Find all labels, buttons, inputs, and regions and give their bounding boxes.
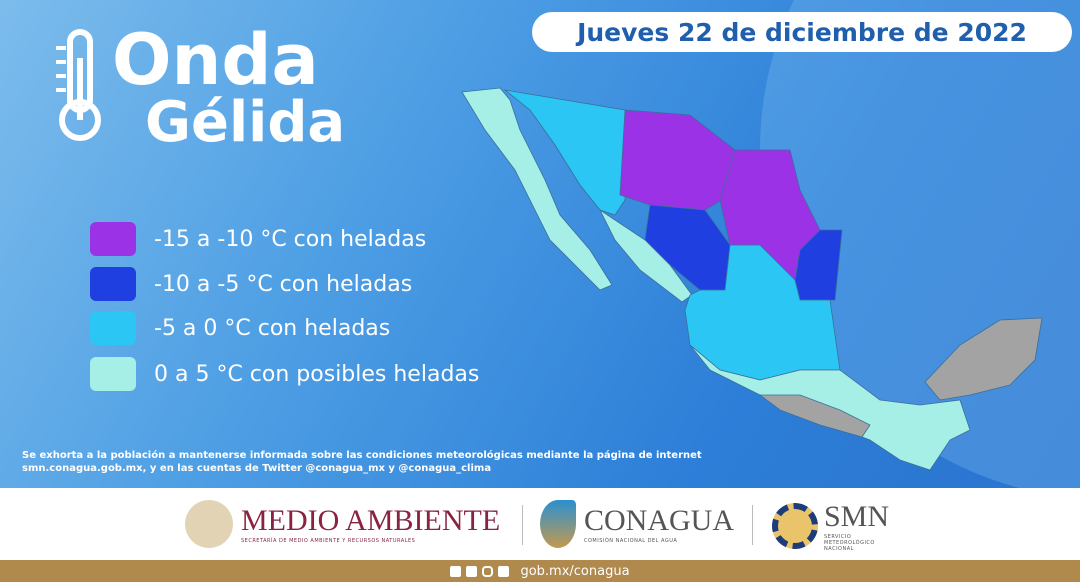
- region-baja: [461, 87, 613, 291]
- advisory-note: Se exhorta a la población a mantenerse i…: [22, 450, 702, 474]
- infographic: Jueves 22 de diciembre de 2022 Onda Géli…: [0, 0, 1080, 488]
- facebook-icon[interactable]: [450, 565, 462, 577]
- medio-ambiente-subtitle: SECRETARÍA DE MEDIO AMBIENTE Y RECURSOS …: [241, 538, 416, 544]
- mexico-map: [461, 87, 1043, 471]
- legend-item: 0 a 5 °C con posibles heladas: [90, 357, 479, 391]
- legend-swatch: [90, 357, 136, 391]
- divider: [752, 505, 753, 545]
- date-pill: Jueves 22 de diciembre de 2022: [532, 12, 1072, 52]
- medio-ambiente-text: MEDIO AMBIENTE: [241, 504, 501, 537]
- legend-label: -10 a -5 °C con heladas: [154, 271, 413, 297]
- twitter-icon[interactable]: [466, 565, 478, 577]
- smn-text: SMN: [824, 500, 890, 533]
- smn-subtitle: SERVICIO METEOROLÓGICO NACIONAL: [824, 534, 875, 552]
- smn-emblem-icon: [772, 503, 818, 549]
- legend-item: -15 a -10 °C con heladas: [90, 222, 426, 256]
- title-onda: Onda: [112, 19, 319, 101]
- conagua-text: CONAGUA: [584, 504, 734, 537]
- legend-label: -15 a -10 °C con heladas: [154, 226, 427, 252]
- youtube-icon[interactable]: [498, 565, 510, 577]
- thermometer-icon: [56, 29, 101, 141]
- instagram-icon[interactable]: [482, 565, 494, 577]
- website-link[interactable]: gob.mx/conagua: [520, 563, 630, 579]
- coat-of-arms-icon: [185, 500, 233, 548]
- region-sinaloa: [598, 208, 693, 303]
- divider: [522, 505, 523, 545]
- region-guerrero-oaxaca: [758, 394, 871, 438]
- title-gelida: Gélida: [145, 90, 346, 155]
- smn-logo: SMN SERVICIO METEOROLÓGICO NACIONAL: [772, 500, 889, 552]
- footer-bar: gob.mx/conagua: [0, 560, 1080, 582]
- legend-swatch: [90, 222, 136, 256]
- region-chihuahua: [619, 109, 736, 211]
- legend-label: 0 a 5 °C con posibles heladas: [154, 361, 480, 387]
- legend-label: -5 a 0 °C con heladas: [154, 315, 391, 341]
- conagua-subtitle: COMISIÓN NACIONAL DEL AGUA: [584, 538, 678, 544]
- legend-swatch: [90, 267, 136, 301]
- legend-swatch: [90, 311, 136, 345]
- legend-item: -10 a -5 °C con heladas: [90, 267, 412, 301]
- region-yucatan: [924, 317, 1043, 401]
- medio-ambiente-logo: MEDIO AMBIENTE SECRETARÍA DE MEDIO AMBIEN…: [185, 500, 500, 548]
- legend-item: -5 a 0 °C con heladas: [90, 311, 390, 345]
- conagua-logo: CONAGUA COMISIÓN NACIONAL DEL AGUA: [540, 500, 734, 548]
- conagua-emblem-icon: [540, 500, 576, 548]
